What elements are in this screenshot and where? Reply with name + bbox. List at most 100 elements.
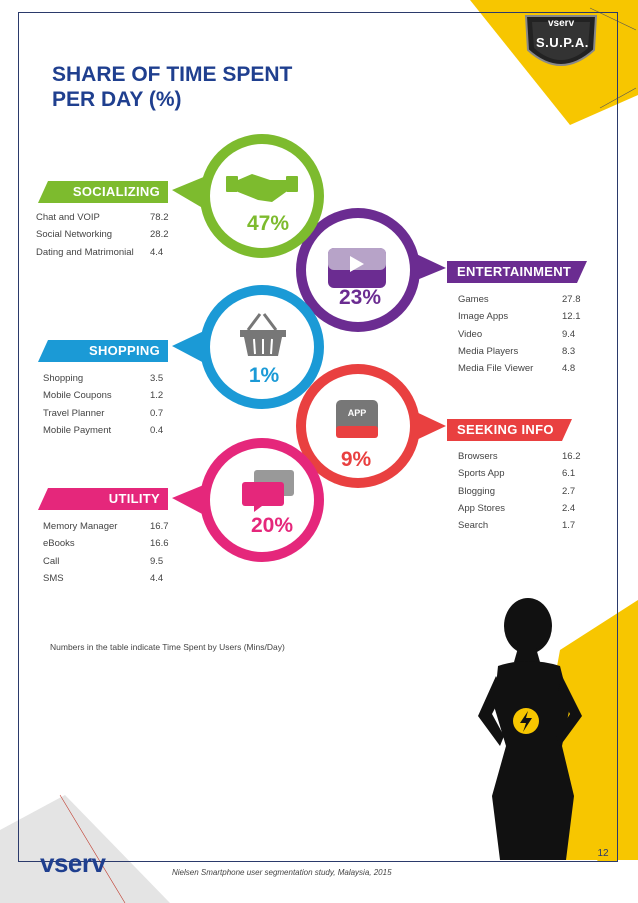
item-label: Call [43, 555, 60, 567]
video-play-icon [328, 248, 386, 288]
item-label: App Stores [458, 503, 505, 515]
item-label: Blogging [458, 485, 495, 497]
badge-brand: vserv [548, 18, 575, 29]
item-label: eBooks [43, 538, 75, 550]
item-label: Games [458, 294, 489, 306]
page-title: SHARE OF TIME SPENT PER DAY (%) [52, 62, 292, 112]
shopping-percent: 1% [248, 364, 280, 387]
item-label: Mobile Coupons [43, 390, 112, 402]
item-label: Chat and VOIP [36, 212, 100, 224]
item-label: Video [458, 328, 483, 340]
item-value: 12.1 [562, 311, 581, 323]
utility-percent: 20% [250, 514, 294, 537]
item-value: 28.2 [150, 229, 169, 241]
table-row: Dating and Matrimonial 4.4 [36, 244, 169, 261]
item-label: Media Players [458, 346, 519, 358]
item-label: Memory Manager [43, 521, 118, 533]
source-citation: Nielsen Smartphone user segmentation stu… [172, 868, 392, 877]
socializing-table: Chat and VOIP 78.2 Social Networking 28.2 … [36, 209, 169, 261]
item-value: 4.4 [150, 573, 164, 585]
item-value: 16.2 [562, 451, 581, 463]
utility-table: Memory Manager 16.7 eBooks 16.6 Call 9.5 SM… [43, 518, 169, 587]
item-label: Image Apps [458, 311, 509, 323]
table-row: Video 9.4 [458, 326, 581, 343]
seeking-info-table: Browsers 16.2 Sports App 6.1 Blogging 2.7 A… [458, 448, 581, 534]
item-label: Shopping [43, 373, 84, 385]
entertainment-table: Games 27.8 Image Apps 12.1 Video 9.4 Media … [458, 291, 581, 377]
table-row: Social Networking 28.2 [36, 226, 169, 243]
table-row: Sports App 6.1 [458, 465, 581, 482]
handshake-icon [226, 174, 298, 202]
grey-corner-shape [0, 795, 170, 903]
table-row: Call 9.5 [43, 553, 169, 570]
item-value: 1.2 [150, 390, 164, 402]
item-value: 4.8 [562, 363, 576, 375]
table-row: Image Apps 12.1 [458, 308, 581, 325]
table-row: SMS 4.4 [43, 570, 169, 587]
table-row: Browsers 16.2 [458, 448, 581, 465]
item-label: Search [458, 520, 489, 532]
item-value: 8.3 [562, 346, 576, 358]
item-label: Browsers [458, 451, 498, 463]
item-value: 0.7 [150, 407, 164, 419]
item-value: 27.8 [562, 294, 581, 306]
item-value: 2.7 [562, 485, 576, 497]
entertainment-percent: 23% [338, 286, 382, 309]
table-note: Numbers in the table indicate Time Spent… [50, 642, 285, 652]
item-value: 0.4 [150, 425, 164, 437]
seeking-info-percent: 9% [340, 448, 372, 471]
table-row: Games 27.8 [458, 291, 581, 308]
superhero-silhouette-icon [478, 598, 582, 860]
item-label: Mobile Payment [43, 425, 112, 437]
socializing-percent: 47% [246, 212, 290, 235]
table-row: Mobile Coupons 1.2 [43, 387, 163, 404]
item-value: 78.2 [150, 212, 169, 224]
seeking-info-header: SEEKING INFO [447, 419, 572, 441]
item-value: 2.4 [562, 503, 576, 515]
shopping-basket-icon [240, 313, 286, 356]
table-row: Chat and VOIP 78.2 [36, 209, 169, 226]
entertainment-header: ENTERTAINMENT [447, 261, 587, 283]
table-row: Search 1.7 [458, 517, 581, 534]
table-row: Memory Manager 16.7 [43, 518, 169, 535]
footer-logo-text: vserv [40, 848, 106, 878]
shopping-table: Shopping 3.5 Mobile Coupons 1.2 Travel Pla… [43, 370, 163, 439]
table-row: eBooks 16.6 [43, 535, 169, 552]
item-label: Social Networking [36, 229, 113, 241]
page-corner-shape [596, 838, 618, 862]
item-label: SMS [43, 573, 64, 585]
table-row: Media File Viewer 4.8 [458, 360, 581, 377]
table-row: Blogging 2.7 [458, 483, 581, 500]
supa-badge-icon [524, 15, 598, 66]
chat-bubbles-icon [242, 470, 294, 512]
page-number: 12 [597, 848, 609, 859]
item-value: 9.4 [562, 328, 576, 340]
table-row: App Stores 2.4 [458, 500, 581, 517]
badge-name: S.U.P.A. [536, 35, 589, 50]
table-row: Media Players 8.3 [458, 343, 581, 360]
item-value: 16.6 [150, 538, 169, 550]
item-label: Media File Viewer [458, 363, 534, 375]
socializing-header: SOCIALIZING [38, 181, 168, 203]
app-icon-label: APP [347, 408, 367, 418]
item-value: 6.1 [562, 468, 576, 480]
item-value: 4.4 [150, 246, 164, 258]
shopping-header: SHOPPING [38, 340, 168, 362]
table-row: Mobile Payment 0.4 [43, 422, 163, 439]
item-label: Sports App [458, 468, 505, 480]
title-line-2: PER DAY (%) [52, 88, 182, 111]
item-label: Dating and Matrimonial [36, 246, 134, 258]
utility-header: UTILITY [38, 488, 168, 510]
app-icon [336, 400, 378, 438]
title-line-1: SHARE OF TIME SPENT [52, 63, 293, 86]
table-row: Shopping 3.5 [43, 370, 163, 387]
item-value: 1.7 [562, 520, 576, 532]
table-row: Travel Planner 0.7 [43, 405, 163, 422]
item-label: Travel Planner [43, 407, 105, 419]
item-value: 9.5 [150, 555, 164, 567]
page-frame [18, 12, 618, 862]
item-value: 16.7 [150, 521, 169, 533]
item-value: 3.5 [150, 373, 164, 385]
vserv-logo: vserv [40, 848, 106, 879]
